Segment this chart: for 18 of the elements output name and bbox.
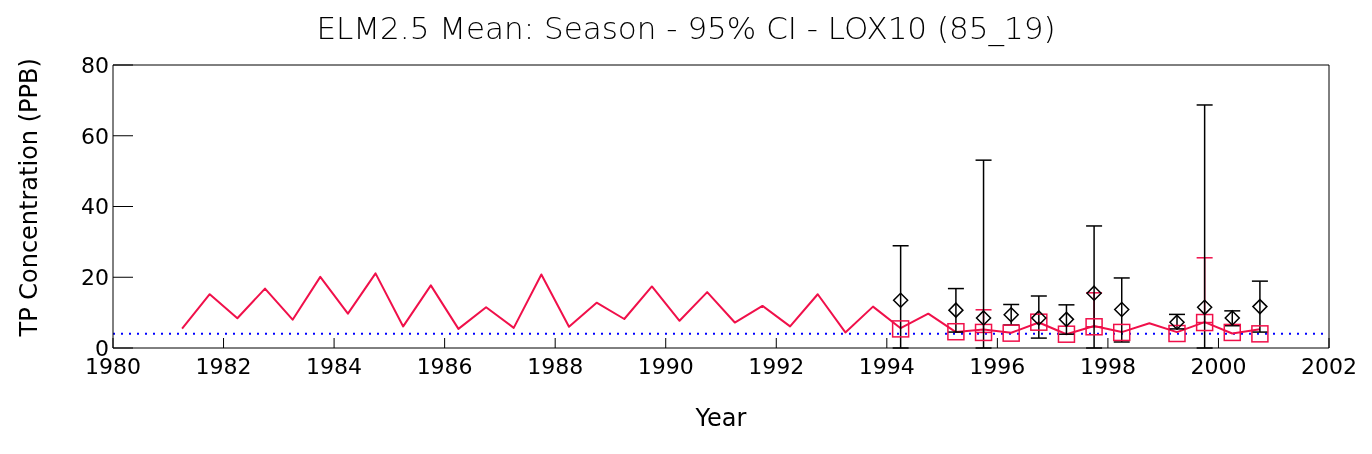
chart-title: ELM2.5 Mean: Season - 95% CI - LOX10 (85_19) xyxy=(315,9,1057,48)
x-tick-label: 1992 xyxy=(748,353,805,379)
x-tick-label: 1994 xyxy=(858,353,915,379)
y-tick-label: 60 xyxy=(81,123,109,149)
x-tick-label: 2002 xyxy=(1301,353,1357,379)
y-tick-label: 40 xyxy=(81,194,109,220)
x-tick-label: 1998 xyxy=(1079,353,1136,379)
y-tick-label: 80 xyxy=(81,52,109,78)
y-axis-title: TP Concentration (PPB) xyxy=(14,58,43,338)
x-tick-label: 2000 xyxy=(1190,353,1247,379)
x-tick-label: 1996 xyxy=(969,353,1026,379)
x-tick-label: 1984 xyxy=(306,353,363,379)
x-tick-label: 1988 xyxy=(527,353,584,379)
x-axis-title: Year xyxy=(694,404,747,432)
x-tick-label: 1982 xyxy=(195,353,252,379)
x-tick-label: 1986 xyxy=(416,353,473,379)
x-tick-label: 1990 xyxy=(637,353,694,379)
y-tick-label: 20 xyxy=(81,265,109,291)
